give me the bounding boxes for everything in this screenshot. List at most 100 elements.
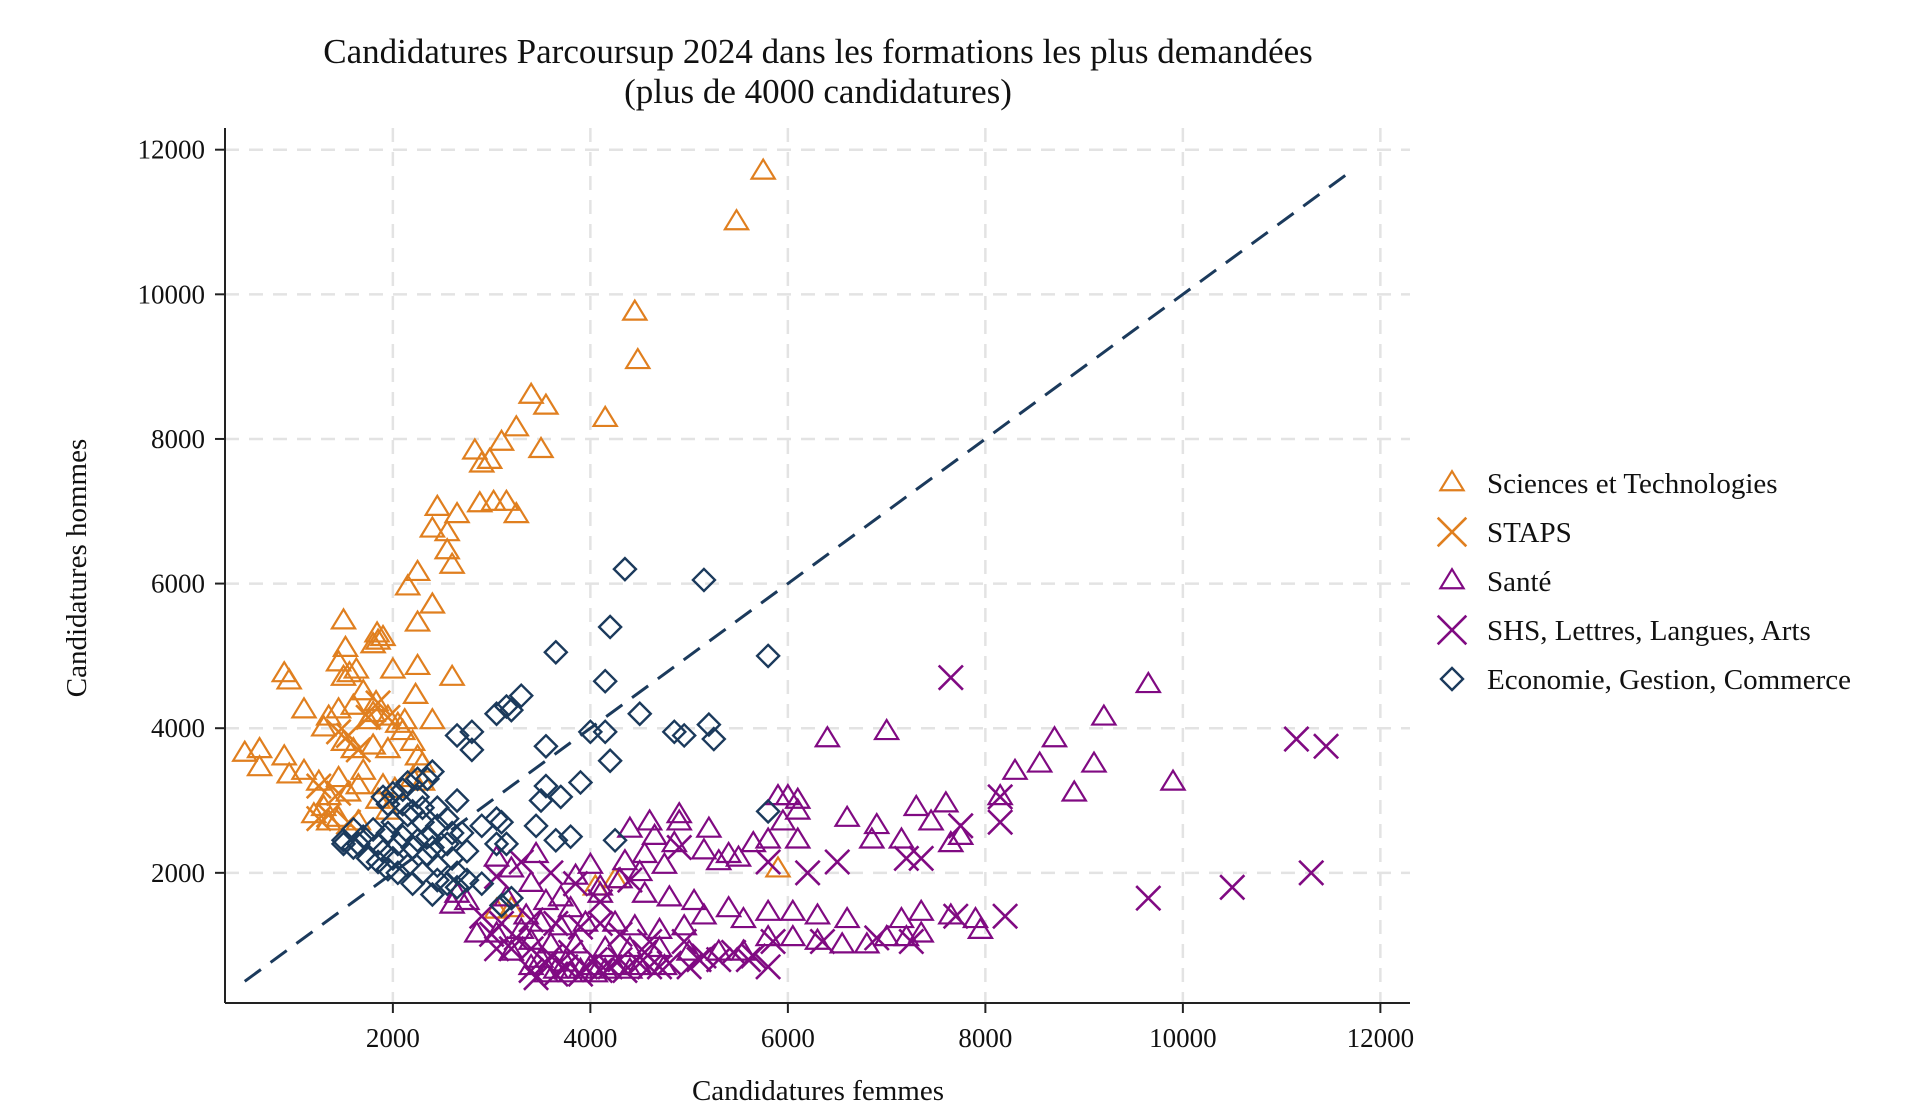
x-tick-label-0: 2000 [366, 1023, 420, 1053]
point-3-40 [863, 924, 890, 951]
point-4-19 [701, 726, 727, 752]
point-2-47 [547, 884, 575, 907]
point-0-17 [423, 493, 451, 516]
point-2-68 [537, 931, 565, 954]
point-2-31 [690, 837, 718, 860]
point-4-89 [424, 867, 451, 893]
point-3-42 [942, 903, 969, 930]
point-2-0 [1134, 670, 1162, 694]
point-4-10 [444, 722, 470, 749]
point-2-22 [764, 783, 792, 806]
point-4-76 [399, 798, 426, 825]
point-3-3 [1219, 874, 1246, 901]
legend-item-0: Sciences et Technologies [1438, 468, 1778, 500]
legend-marker-0 [1438, 469, 1466, 492]
point-2-111 [517, 869, 545, 893]
point-2-91 [803, 902, 832, 925]
point-2-11 [902, 793, 930, 817]
point-2-35 [636, 808, 664, 831]
point-0-19 [418, 515, 446, 538]
point-0-53 [354, 707, 382, 730]
legend-label-3: SHS, Lettres, Langues, Arts [1487, 615, 1811, 647]
point-3-66 [478, 921, 505, 948]
point-0-9 [527, 435, 555, 459]
point-2-12 [917, 808, 945, 831]
y-axis-label: Candidatures hommes [61, 439, 93, 698]
point-0-34 [342, 656, 370, 679]
point-0-71 [325, 764, 353, 788]
point-0-55 [389, 717, 417, 741]
x-axis-ticks: 2000 4000 6000 8000 10000 12000 [366, 1003, 1414, 1053]
y-tick-label-4: 10000 [138, 279, 206, 309]
point-4-68 [394, 769, 421, 796]
point-3-48 [597, 953, 624, 980]
point-3-16 [587, 888, 614, 915]
point-1-7 [325, 780, 352, 807]
point-3-9 [893, 845, 920, 872]
point-4-22 [567, 769, 594, 796]
point-3-1 [1283, 726, 1310, 753]
x-tick-label-5: 12000 [1347, 1023, 1415, 1053]
point-2-109 [453, 887, 481, 911]
y-tick-label-5: 12000 [138, 135, 206, 165]
point-4-6 [508, 682, 534, 709]
point-3-11 [824, 848, 851, 876]
point-1-2 [345, 736, 372, 763]
point-4-21 [597, 748, 623, 774]
point-2-49 [557, 895, 585, 918]
point-4-20 [533, 733, 559, 759]
point-4-12 [459, 737, 485, 763]
point-0-10 [461, 437, 489, 460]
point-2-71 [616, 934, 644, 958]
point-4-35 [557, 823, 584, 850]
point-0-23 [404, 558, 432, 582]
point-4-88 [488, 892, 515, 919]
point-0-7 [502, 414, 530, 437]
point-0-64 [231, 739, 259, 762]
point-2-89 [754, 898, 782, 921]
x-tick-label-1: 4000 [563, 1023, 617, 1053]
point-2-33 [665, 801, 693, 824]
point-0-61 [374, 736, 402, 759]
point-2-41 [650, 851, 678, 874]
grid-lines [225, 128, 1410, 1003]
point-0-42 [349, 678, 377, 701]
point-4-2 [543, 639, 569, 665]
point-0-16 [502, 500, 530, 524]
point-0-51 [391, 707, 419, 730]
y-tick-label-2: 6000 [151, 569, 205, 599]
point-2-16 [863, 811, 891, 835]
point-0-21 [433, 537, 461, 560]
y-axis-ticks: 2000 4000 6000 8000 10000 12000 [138, 135, 225, 888]
point-0-74 [344, 772, 372, 795]
point-2-55 [729, 905, 757, 929]
point-4-8 [483, 701, 510, 727]
point-4-65 [419, 758, 446, 785]
point-0-45 [290, 696, 318, 719]
point-0-2 [621, 298, 649, 321]
point-0-70 [349, 757, 377, 780]
point-0-27 [329, 607, 358, 630]
point-4-23 [548, 784, 574, 810]
point-4-34 [493, 831, 520, 857]
point-2-18 [887, 826, 915, 849]
point-3-47 [572, 953, 599, 980]
x-tick-label-3: 8000 [958, 1023, 1012, 1053]
point-2-110 [438, 891, 466, 914]
point-2-36 [616, 815, 644, 838]
point-2-45 [576, 851, 604, 874]
point-4-38 [755, 798, 781, 825]
point-0-37 [404, 652, 432, 676]
point-2-92 [833, 905, 861, 929]
point-3-64 [735, 946, 762, 973]
point-3-24 [542, 910, 569, 937]
point-3-15 [616, 867, 643, 894]
series-3 [468, 664, 1340, 991]
point-3-56 [587, 957, 614, 984]
point-2-53 [680, 887, 708, 911]
point-4-13 [627, 701, 653, 727]
legend-marker-3 [1436, 614, 1468, 646]
point-4-55 [360, 816, 386, 843]
point-0-30 [364, 627, 392, 650]
point-2-19 [858, 826, 886, 849]
